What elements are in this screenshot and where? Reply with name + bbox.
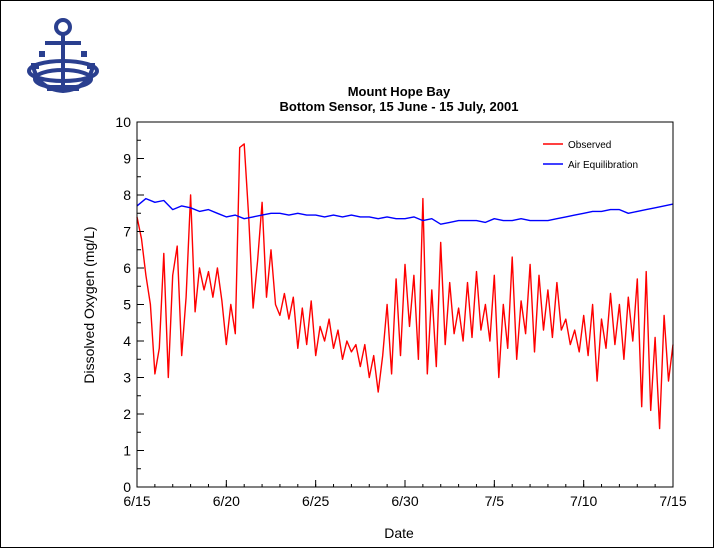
x-tick-label: 7/10 <box>570 493 597 509</box>
y-tick-label: 10 <box>115 114 131 130</box>
y-tick-label: 0 <box>123 479 131 495</box>
legend: Observed Air Equilibration <box>543 140 638 171</box>
y-tick-label: 4 <box>123 333 131 349</box>
series-line-air-equilibration <box>136 197 674 225</box>
x-axis-label: Date <box>384 525 414 541</box>
anchor-seal-icon <box>27 18 99 94</box>
x-tick-label: 6/20 <box>213 493 240 509</box>
y-axis: 0 1 2 3 4 5 6 7 8 9 10 <box>115 114 144 495</box>
plot-area <box>136 143 674 430</box>
x-tick-label: 6/30 <box>391 493 418 509</box>
legend-label-observed: Observed <box>568 140 611 151</box>
y-tick-label: 8 <box>123 187 131 203</box>
y-tick-label: 7 <box>123 224 131 240</box>
x-tick-label: 6/15 <box>123 493 150 509</box>
y-tick-label: 3 <box>123 370 131 386</box>
y-tick-label: 2 <box>123 406 131 422</box>
legend-label-air-equilibration: Air Equilibration <box>568 160 638 171</box>
x-axis: 6/15 6/20 6/25 6/30 7/5 7/10 7/15 <box>123 480 687 509</box>
y-tick-label: 9 <box>123 151 131 167</box>
x-tick-label: 6/25 <box>302 493 329 509</box>
y-tick-label: 6 <box>123 260 131 276</box>
chart-subtitle: Bottom Sensor, 15 June - 15 July, 2001 <box>280 99 519 114</box>
y-axis-label: Dissolved Oxygen (mg/L) <box>81 226 97 383</box>
x-tick-label: 7/15 <box>659 493 686 509</box>
chart-title: Mount Hope Bay <box>348 84 451 99</box>
series-line-observed <box>136 143 674 430</box>
y-tick-label: 1 <box>123 443 131 459</box>
x-tick-label: 7/5 <box>485 493 505 509</box>
y-tick-label: 5 <box>123 297 131 313</box>
